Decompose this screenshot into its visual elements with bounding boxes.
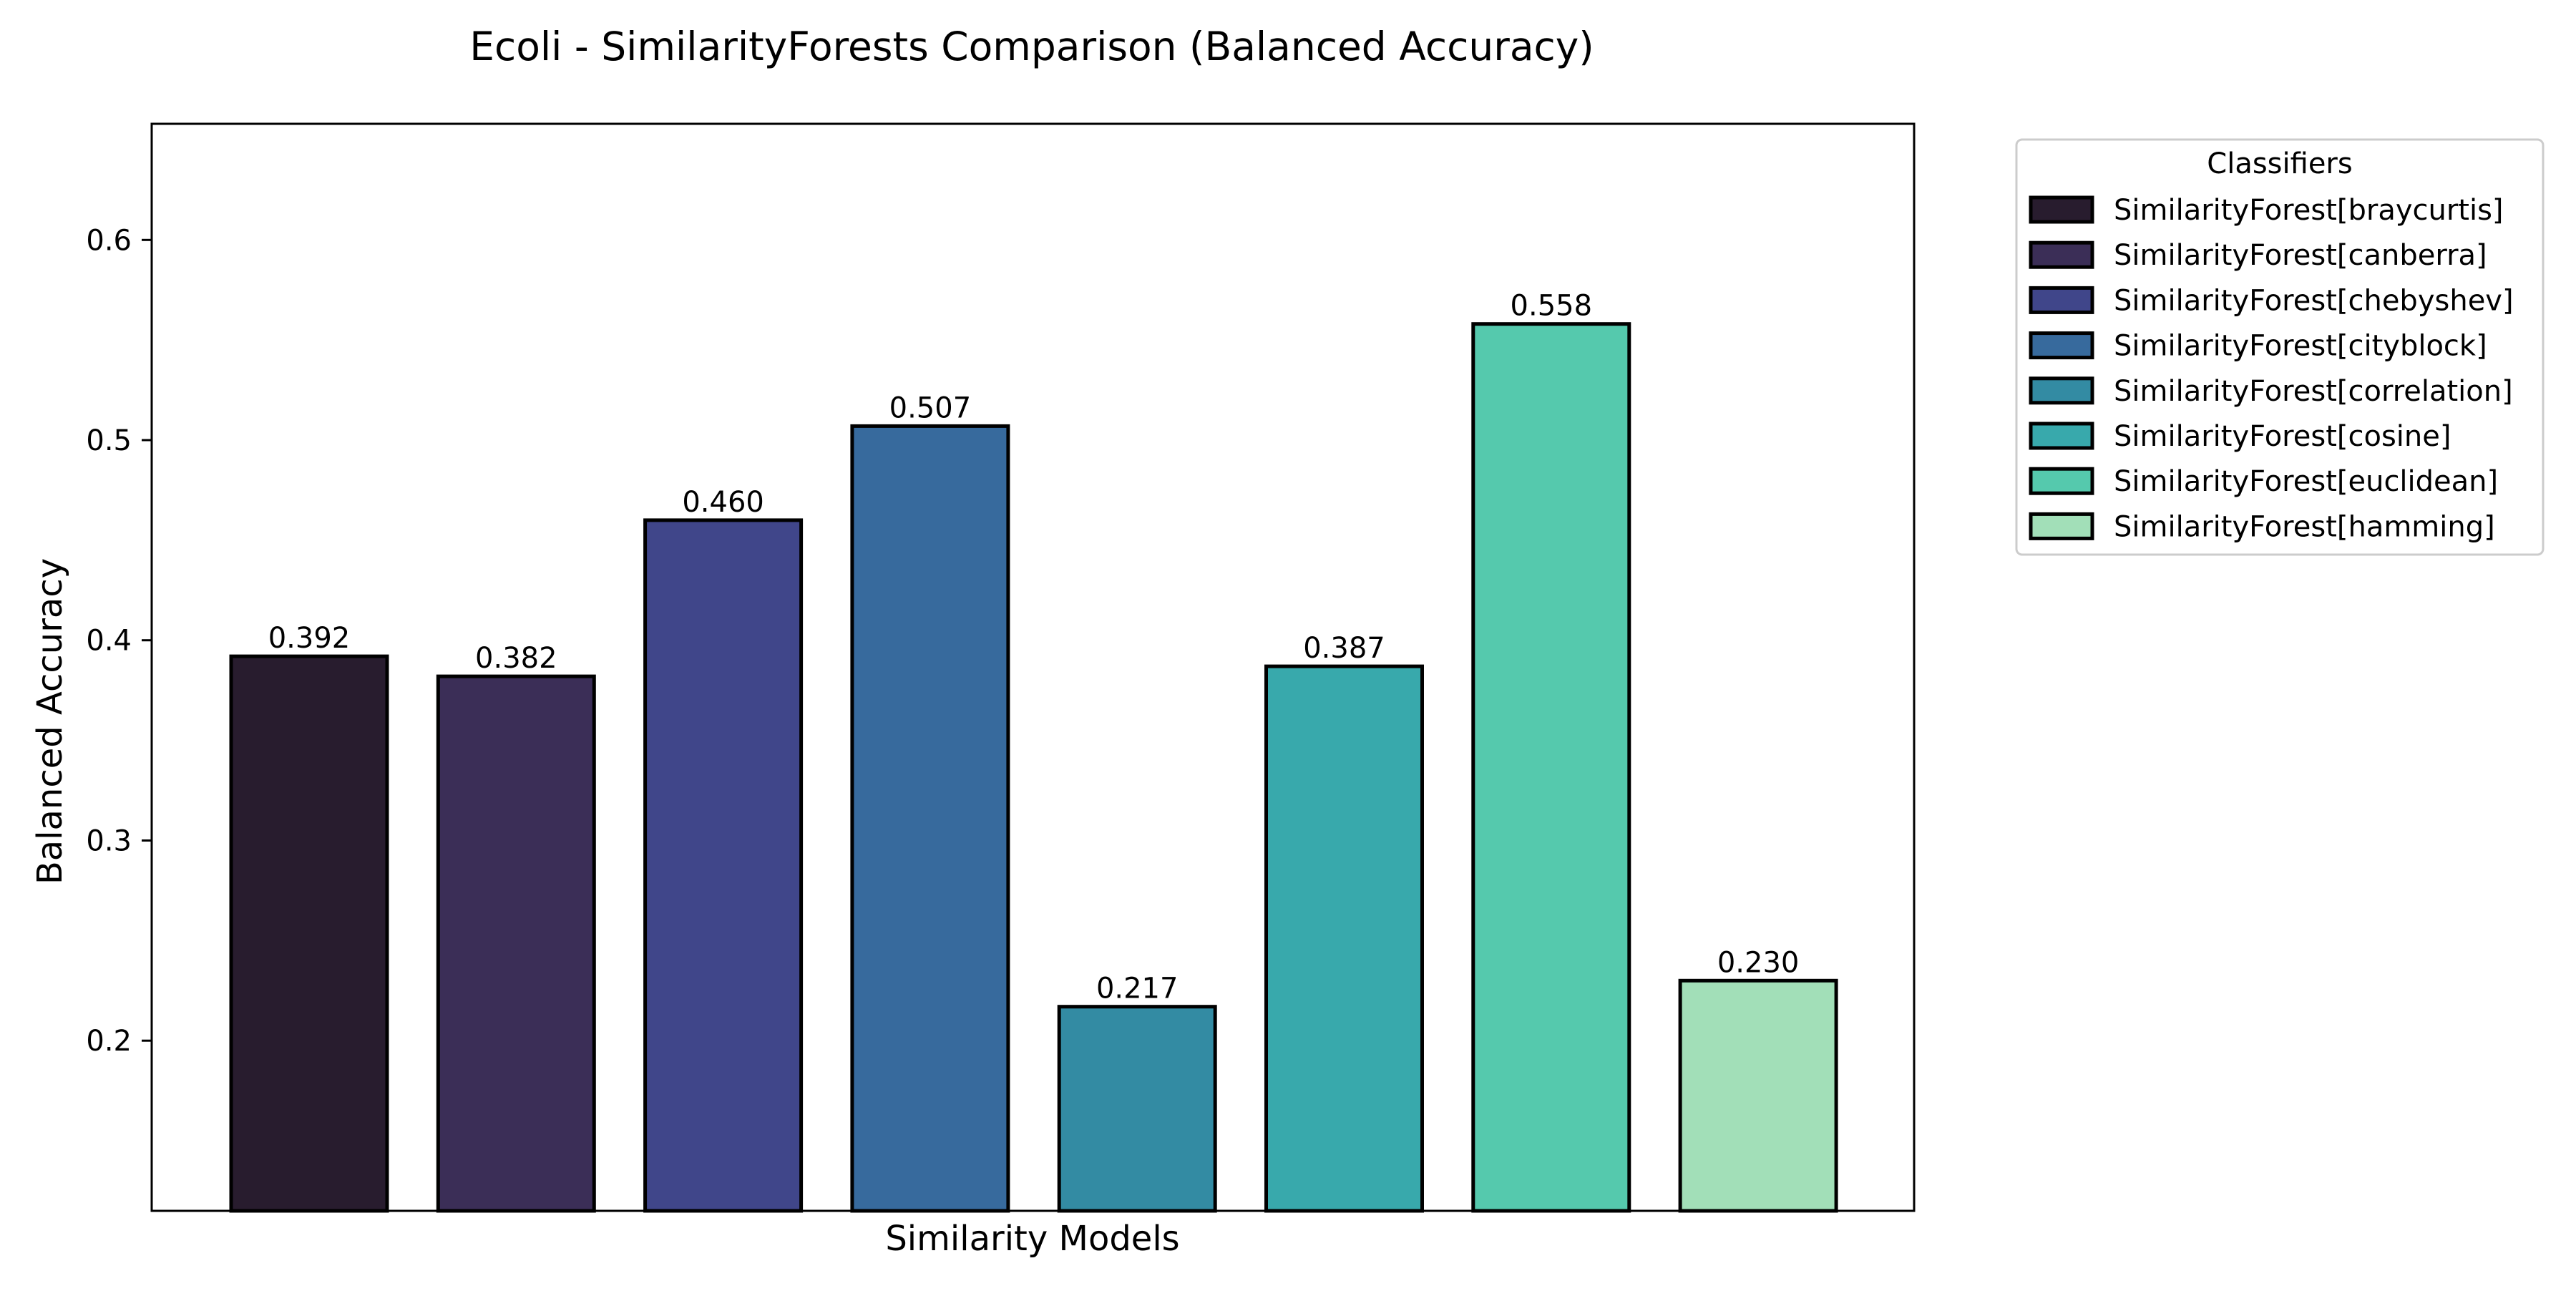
bars-layer [229, 322, 1838, 1213]
legend-swatch [2029, 195, 2094, 224]
legend-swatch [2029, 467, 2094, 495]
legend-swatch [2029, 422, 2094, 450]
bar [1057, 1005, 1217, 1213]
legend-label: SimilarityForest[euclidean] [2114, 465, 2498, 498]
bar [436, 674, 596, 1213]
plot-area-frame [150, 122, 1916, 1212]
bar-value-label: 0.230 [1717, 946, 1800, 979]
legend-label: SimilarityForest[canberra] [2114, 239, 2487, 272]
y-tick-label: 0.2 [86, 1025, 132, 1058]
x-axis-label: Similarity Models [885, 1219, 1179, 1259]
y-tick-label: 0.5 [86, 424, 132, 457]
legend-items: SimilarityForest[braycurtis] SimilarityFo… [2029, 194, 2514, 543]
legend-label: SimilarityForest[correlation] [2114, 375, 2513, 408]
bar-value-label: 0.558 [1511, 290, 1593, 323]
legend-label: SimilarityForest[hamming] [2114, 510, 2495, 543]
bar [229, 654, 389, 1213]
y-tick-label: 0.4 [86, 625, 132, 658]
legend-swatch [2029, 286, 2094, 314]
y-axis-label: Balanced Accuracy [30, 558, 70, 885]
bar-value-label: 0.217 [1096, 973, 1179, 1005]
bar [1471, 322, 1631, 1213]
legend-swatch [2029, 240, 2094, 269]
bar [1678, 978, 1838, 1213]
legend-frame [2015, 138, 2545, 556]
bar-value-label: 0.387 [1303, 632, 1385, 665]
legend-label: SimilarityForest[cosine] [2114, 420, 2451, 453]
legend-label: SimilarityForest[cityblock] [2114, 330, 2487, 363]
y-tick-label: 0.6 [86, 224, 132, 257]
bar-value-labels: 0.392 0.382 0.460 0.507 0.217 0.387 0.558 0.230 [268, 290, 1800, 1005]
legend-swatch [2029, 331, 2094, 360]
chart-title: Ecoli - SimilarityForests Comparison (Ba… [469, 24, 1594, 69]
bar-value-label: 0.382 [475, 642, 557, 675]
bar [1264, 664, 1424, 1213]
legend-label: SimilarityForest[braycurtis] [2114, 194, 2504, 227]
y-axis: 0.2 0.3 0.4 0.5 0.6 [86, 224, 152, 1058]
bar-value-label: 0.460 [682, 486, 764, 519]
bar-value-label: 0.392 [268, 622, 351, 655]
legend: Classifiers SimilarityForest[braycurtis]… [2015, 138, 2545, 556]
bar [850, 424, 1010, 1213]
bar-value-label: 0.507 [889, 391, 972, 424]
bar [643, 518, 804, 1213]
legend-label: SimilarityForest[chebyshev] [2114, 284, 2514, 317]
legend-swatch [2029, 376, 2094, 405]
y-tick-label: 0.3 [86, 825, 132, 858]
legend-swatch [2029, 512, 2094, 540]
legend-title: Classifiers [2207, 147, 2352, 180]
